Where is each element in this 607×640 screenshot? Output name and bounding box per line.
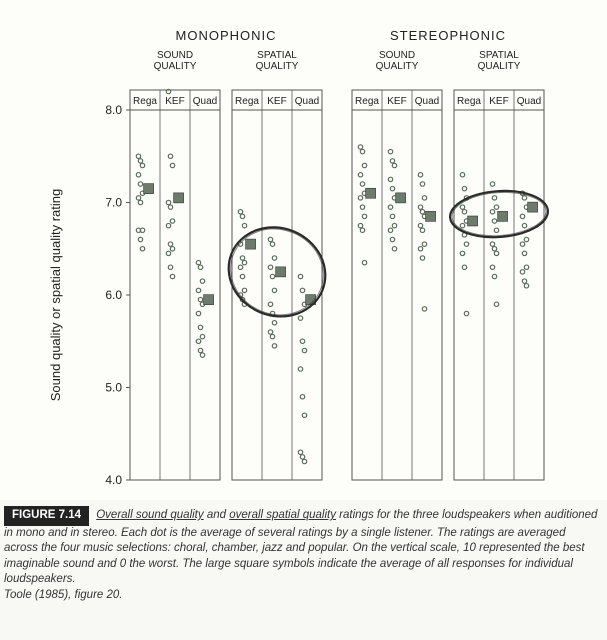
column-label: Rega	[457, 96, 481, 107]
y-tick-label: 8.0	[105, 103, 122, 117]
mean-square	[276, 267, 286, 277]
column-label: Quad	[295, 96, 319, 107]
caption-underline-2: overall spatial quality	[229, 509, 336, 521]
subheader-spatial: QUALITY	[478, 61, 521, 72]
mean-square	[498, 211, 508, 221]
mean-square	[396, 193, 406, 203]
subheader-spatial: QUALITY	[256, 61, 299, 72]
subheader-sound: QUALITY	[154, 61, 197, 72]
column-label: Rega	[235, 96, 259, 107]
column-label: Quad	[415, 96, 439, 107]
chart-svg: Sound quality or spatial quality rating 8…	[0, 0, 607, 500]
chart-area: Sound quality or spatial quality rating 8…	[0, 0, 607, 500]
column-label: Rega	[133, 96, 157, 107]
figure-label: FIGURE 7.14	[4, 506, 89, 526]
column-label: Quad	[517, 96, 541, 107]
mean-square	[204, 295, 214, 305]
y-tick-label: 7.0	[105, 196, 122, 210]
subheader-sound: SOUND	[157, 50, 193, 61]
y-axis-label: Sound quality or spatial quality rating	[48, 189, 63, 401]
mean-square	[366, 188, 376, 198]
mean-square	[468, 216, 478, 226]
mean-square	[144, 184, 154, 194]
caption-and: and	[204, 509, 230, 521]
column-label: KEF	[267, 96, 286, 107]
subheader-spatial: SPATIAL	[257, 50, 297, 61]
y-tick-label: 6.0	[105, 288, 122, 302]
caption-underline-1: Overall sound quality	[96, 509, 203, 521]
column-label: KEF	[165, 96, 184, 107]
column-label: Rega	[355, 96, 379, 107]
caption-source: Toole (1985), figure 20.	[4, 589, 123, 601]
header-stereophonic: STEREOPHONIC	[390, 28, 506, 43]
subheader-sound: SOUND	[379, 50, 415, 61]
subheader-spatial: SPATIAL	[479, 50, 519, 61]
column-label: KEF	[387, 96, 406, 107]
header-monophonic: MONOPHONIC	[176, 28, 277, 43]
mean-square	[246, 239, 256, 249]
y-tick-label: 4.0	[105, 473, 122, 487]
column-label: KEF	[489, 96, 508, 107]
mean-square	[426, 211, 436, 221]
subheader-sound: QUALITY	[376, 61, 419, 72]
mean-square	[174, 193, 184, 203]
column-label: Quad	[193, 96, 217, 107]
mean-square	[528, 202, 538, 212]
figure-caption: FIGURE 7.14 Overall sound quality and ov…	[0, 500, 607, 613]
y-tick-label: 5.0	[105, 381, 122, 395]
